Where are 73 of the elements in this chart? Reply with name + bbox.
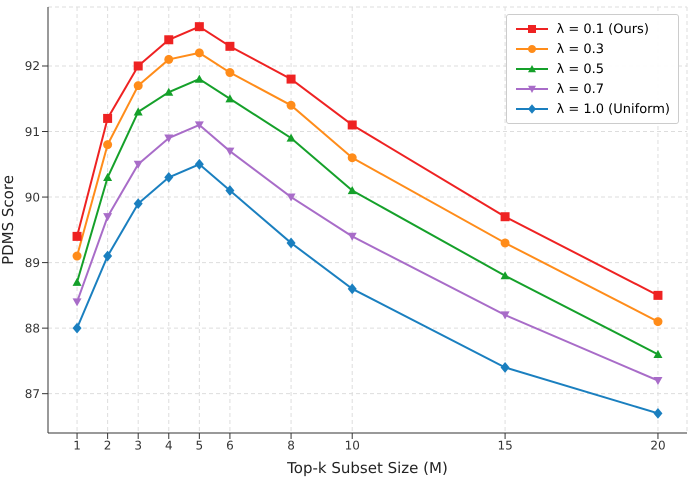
x-tick-label: 10 bbox=[344, 438, 360, 453]
y-tick-label: 89 bbox=[24, 256, 40, 270]
x-tick-label: 4 bbox=[164, 438, 173, 453]
point bbox=[653, 317, 662, 326]
point bbox=[134, 160, 143, 169]
point bbox=[653, 408, 662, 419]
point bbox=[194, 74, 204, 83]
point bbox=[348, 153, 357, 162]
point bbox=[653, 350, 662, 358]
y-tick-label: 90 bbox=[24, 190, 40, 204]
x-tick-label: 2 bbox=[104, 438, 112, 453]
y-axis-title: PDMS Score bbox=[0, 175, 17, 265]
point bbox=[72, 322, 82, 334]
point bbox=[225, 185, 234, 196]
x-tick-label: 6 bbox=[226, 438, 234, 453]
point bbox=[348, 120, 357, 130]
point bbox=[134, 61, 143, 70]
x-tick-label: 15 bbox=[497, 438, 513, 453]
point bbox=[286, 134, 296, 142]
point bbox=[194, 158, 204, 170]
point bbox=[103, 172, 112, 181]
x-tick-label: 1 bbox=[73, 438, 81, 453]
point bbox=[194, 121, 204, 130]
point bbox=[225, 42, 234, 51]
point bbox=[103, 213, 112, 222]
point bbox=[286, 238, 296, 248]
y-tick-label: 88 bbox=[24, 321, 40, 336]
point bbox=[500, 238, 510, 248]
point bbox=[348, 283, 357, 294]
point bbox=[500, 271, 510, 280]
x-tick-label: 5 bbox=[196, 438, 204, 453]
point bbox=[653, 290, 662, 300]
point bbox=[225, 148, 234, 156]
point bbox=[134, 81, 143, 90]
point bbox=[134, 198, 143, 210]
y-tick-label: 87 bbox=[24, 386, 40, 401]
point bbox=[103, 250, 112, 262]
point bbox=[72, 278, 82, 286]
point bbox=[164, 35, 174, 44]
point bbox=[653, 376, 662, 386]
point bbox=[348, 232, 357, 241]
point bbox=[500, 212, 510, 222]
point bbox=[348, 186, 357, 194]
point bbox=[164, 54, 174, 64]
point bbox=[225, 94, 234, 102]
y-tick-label: 92 bbox=[24, 59, 40, 74]
legend-label: λ = 0.5 bbox=[556, 62, 604, 76]
point bbox=[103, 114, 112, 123]
point bbox=[103, 140, 112, 150]
y-tick-label: 91 bbox=[24, 124, 40, 139]
x-tick-label: 20 bbox=[650, 438, 666, 453]
point bbox=[286, 193, 296, 202]
point bbox=[286, 100, 296, 110]
x-tick-label: 3 bbox=[134, 438, 142, 453]
legend-label: λ = 0.7 bbox=[556, 82, 604, 96]
point bbox=[194, 22, 204, 32]
point bbox=[194, 48, 204, 58]
point bbox=[72, 232, 82, 241]
point bbox=[500, 311, 510, 320]
x-axis-title: Top-k Subset Size (M) bbox=[286, 459, 448, 477]
point bbox=[500, 362, 510, 373]
point bbox=[225, 68, 234, 78]
point bbox=[72, 298, 82, 306]
point bbox=[164, 172, 174, 183]
point bbox=[164, 134, 174, 143]
point bbox=[286, 74, 296, 84]
legend-label: λ = 0.1 (Ours) bbox=[556, 22, 649, 36]
legend-label: λ = 1.0 (Uniform) bbox=[556, 102, 670, 116]
point bbox=[72, 252, 82, 261]
point bbox=[134, 107, 143, 116]
legend-label: λ = 0.3 bbox=[556, 42, 604, 56]
x-tick-label: 8 bbox=[287, 438, 295, 453]
point bbox=[164, 88, 174, 96]
